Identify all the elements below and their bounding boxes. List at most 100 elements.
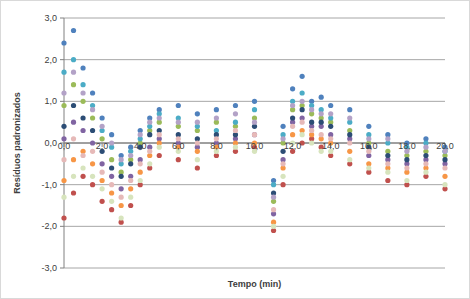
point — [61, 40, 66, 45]
point — [319, 132, 324, 137]
x-tick-label: 6,0 — [172, 141, 185, 151]
point — [157, 132, 162, 137]
point — [80, 90, 85, 95]
point — [109, 199, 114, 204]
point — [347, 115, 352, 120]
point — [157, 153, 162, 158]
point — [71, 28, 76, 33]
point — [71, 190, 76, 195]
point — [100, 124, 105, 129]
point — [90, 140, 95, 145]
point — [442, 165, 447, 170]
point — [300, 74, 305, 79]
point — [385, 136, 390, 141]
point — [280, 174, 285, 179]
point — [423, 161, 428, 166]
y-tick — [60, 268, 64, 269]
point — [300, 90, 305, 95]
point — [109, 140, 114, 145]
chart: 0,02,04,06,08,010,012,014,016,018,020,0-… — [0, 0, 470, 299]
point — [100, 199, 105, 204]
point — [80, 65, 85, 70]
point — [109, 132, 114, 137]
point — [80, 115, 85, 120]
point — [319, 120, 324, 125]
point — [404, 165, 409, 170]
point — [80, 174, 85, 179]
y-tick-label: -3,0 — [41, 263, 57, 273]
point — [214, 115, 219, 120]
point — [138, 178, 143, 183]
point — [347, 107, 352, 112]
point — [290, 124, 295, 129]
point — [100, 178, 105, 183]
point — [71, 120, 76, 125]
point — [100, 115, 105, 120]
point — [128, 186, 133, 191]
point — [385, 161, 390, 166]
y-tick — [60, 184, 64, 185]
x-tick-label: 8,0 — [210, 141, 223, 151]
point — [138, 170, 143, 175]
point — [109, 190, 114, 195]
point — [61, 157, 66, 162]
point — [319, 111, 324, 116]
point — [176, 120, 181, 125]
point — [90, 107, 95, 112]
point — [61, 178, 66, 183]
x-tick-label: 0,0 — [58, 141, 71, 151]
point — [347, 140, 352, 145]
point — [61, 215, 66, 220]
y-tick-label: 3,0 — [44, 13, 57, 23]
point — [119, 186, 124, 191]
y-tick-label: 0,0 — [44, 138, 57, 148]
x-tick-label: 14,0 — [322, 141, 340, 151]
point — [100, 186, 105, 191]
y-tick-label: -2,0 — [41, 221, 57, 231]
point — [80, 99, 85, 104]
point — [309, 107, 314, 112]
point — [280, 124, 285, 129]
points — [61, 28, 447, 233]
point — [80, 153, 85, 158]
point — [176, 157, 181, 162]
point — [119, 195, 124, 200]
point — [233, 103, 238, 108]
point — [119, 203, 124, 208]
point — [252, 132, 257, 137]
point — [328, 103, 333, 108]
point — [271, 224, 276, 229]
x-tick-label: 10,0 — [246, 141, 264, 151]
point — [71, 103, 76, 108]
point — [423, 153, 428, 158]
y-tick — [60, 226, 64, 227]
point — [100, 161, 105, 166]
point — [138, 132, 143, 137]
point — [347, 149, 352, 154]
point — [147, 149, 152, 154]
point — [300, 107, 305, 112]
point — [195, 165, 200, 170]
grid-line — [64, 59, 445, 60]
point — [109, 157, 114, 162]
point — [90, 149, 95, 154]
point — [71, 174, 76, 179]
point — [195, 120, 200, 125]
point — [252, 120, 257, 125]
x-tick-label: 16,0 — [360, 141, 378, 151]
point — [385, 178, 390, 183]
point — [290, 132, 295, 137]
grid-line — [64, 18, 445, 19]
point — [366, 165, 371, 170]
chart-frame — [1, 1, 470, 299]
point — [385, 170, 390, 175]
point — [90, 182, 95, 187]
point — [119, 215, 124, 220]
point — [109, 207, 114, 212]
point — [290, 115, 295, 120]
point — [128, 178, 133, 183]
point — [233, 128, 238, 133]
point — [328, 111, 333, 116]
point — [71, 57, 76, 62]
x-axis-title: Tempo (min) — [228, 279, 281, 289]
